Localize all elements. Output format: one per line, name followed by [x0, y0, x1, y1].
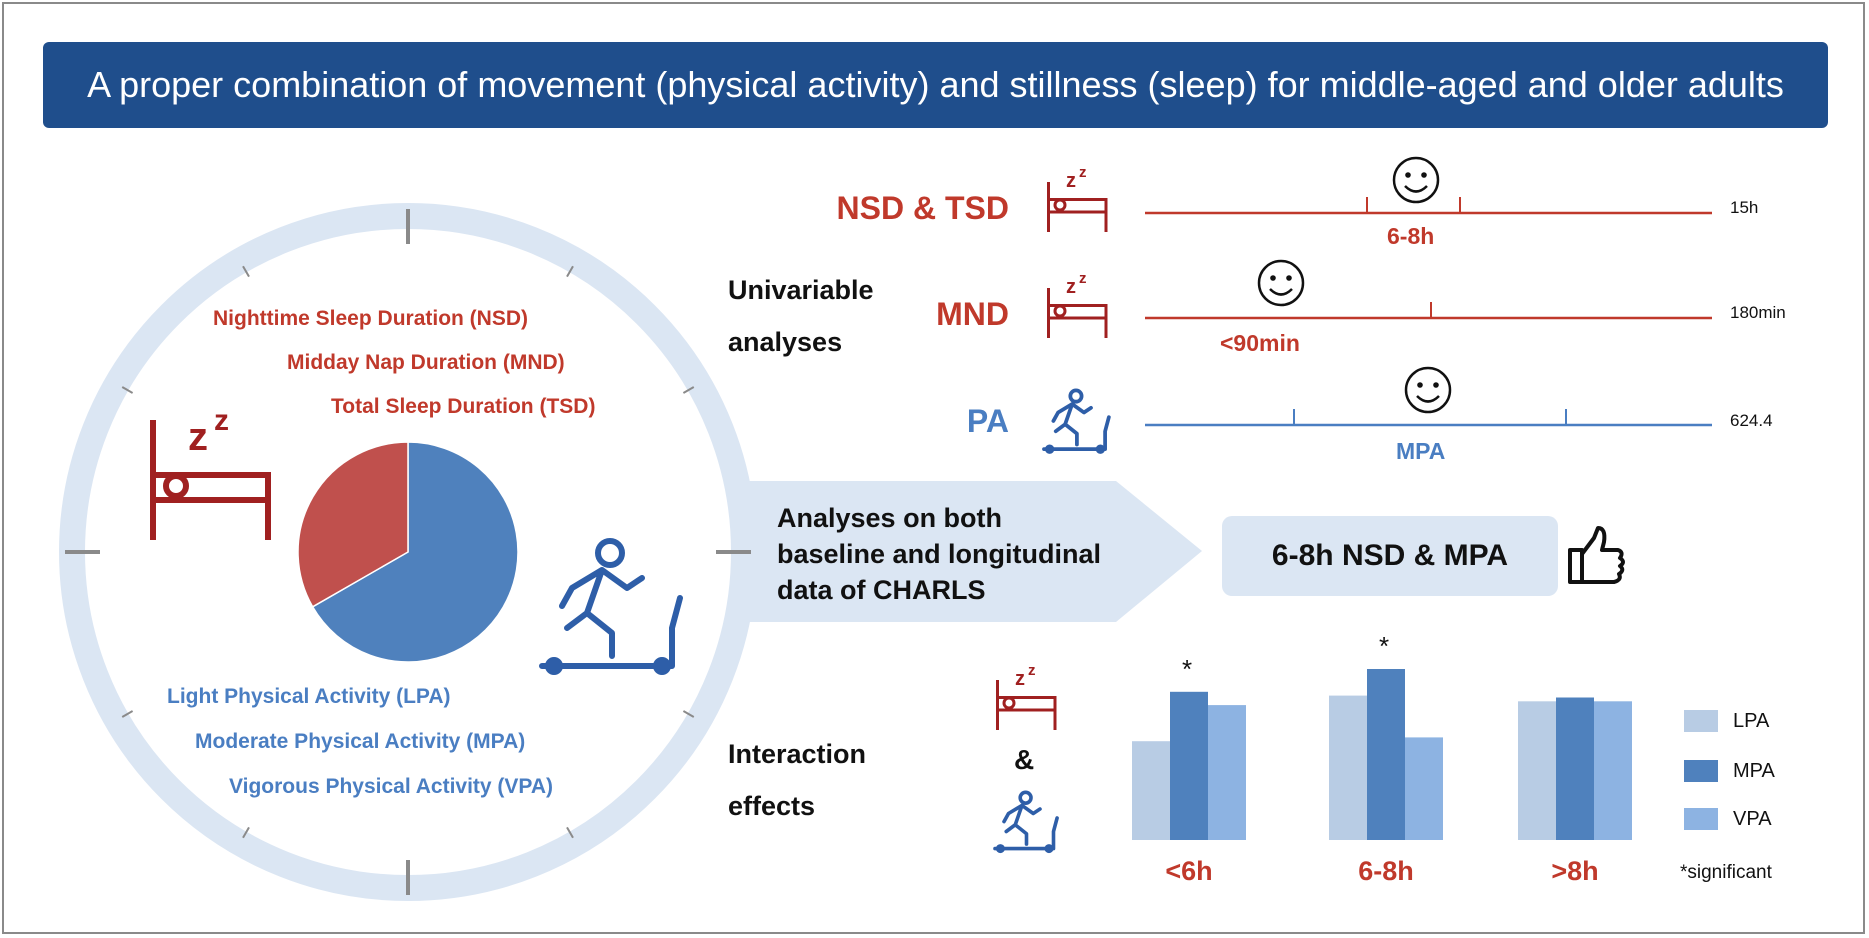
svg-text:z: z: [1066, 276, 1076, 298]
bar-mpa-1: [1367, 669, 1405, 840]
clock-tick: [566, 826, 574, 839]
clock-tick: [242, 265, 250, 278]
row-label-mnd: MND: [936, 296, 1009, 332]
significance-footnote: *significant: [1680, 862, 1772, 883]
thumbs-up-icon: [1568, 526, 1625, 584]
ampersand-symbol: &: [1014, 744, 1035, 775]
scale-max-pa: 624.4: [1730, 411, 1773, 430]
svg-text:z: z: [1079, 270, 1087, 287]
scale-max-nsd-tsd: 15h: [1730, 198, 1759, 217]
arrow-text-line: data of CHARLS: [777, 575, 986, 605]
category-label: <6h: [1165, 856, 1213, 886]
optimal-range-pa: MPA: [1396, 438, 1446, 464]
bar-lpa-2: [1518, 701, 1556, 840]
nsd-tsd-scale: [1145, 197, 1712, 215]
smiley-icon: [1404, 366, 1452, 414]
smiley-icon: [1392, 156, 1440, 204]
clock-label-lpa: Light Physical Activity (LPA): [167, 685, 451, 708]
clock-label-vpa: Vigorous Physical Activity (VPA): [229, 775, 554, 798]
univariable-label: Univariable analyses: [728, 264, 874, 368]
bar-lpa-1: [1329, 695, 1367, 840]
bar-mpa-2: [1556, 697, 1594, 840]
treadmill-runner-icon: [539, 538, 683, 675]
legend-swatch-vpa: [1684, 808, 1718, 830]
category-label: >8h: [1551, 856, 1599, 886]
bed-sleep-icon: z z: [996, 662, 1057, 730]
clock-tick: [121, 710, 134, 718]
bar-mpa-0: [1170, 691, 1208, 840]
clock-tick: [121, 386, 134, 394]
clock-tick: [566, 265, 574, 278]
row-label-pa: PA: [966, 403, 1009, 439]
figure-title: A proper combination of movement (physic…: [87, 64, 1784, 105]
legend-label-lpa: LPA: [1733, 710, 1770, 732]
treadmill-runner-icon: [993, 790, 1059, 854]
pa-scale: [1145, 409, 1712, 427]
legend-label-mpa: MPA: [1733, 760, 1775, 782]
interaction-label: Interaction effects: [728, 728, 866, 832]
category-label: 6-8h: [1358, 856, 1414, 886]
svg-text:z: z: [214, 404, 229, 437]
bed-sleep-icon: z z: [1047, 164, 1108, 232]
univariable-label-line: Univariable: [728, 275, 874, 305]
mnd-scale: [1145, 302, 1712, 320]
bar-vpa-0: [1208, 705, 1246, 840]
legend-swatch-lpa: [1684, 710, 1718, 732]
interaction-label-line: Interaction: [728, 739, 867, 769]
optimal-range-mnd: <90min: [1220, 330, 1300, 356]
significance-star: *: [1182, 653, 1193, 684]
univariable-label-line: analyses: [728, 327, 843, 357]
clock-label-nsd: Nighttime Sleep Duration (NSD): [213, 307, 529, 330]
scale-max-mnd: 180min: [1730, 303, 1786, 322]
title-banner: A proper combination of movement (physic…: [43, 42, 1828, 128]
row-label-nsd-tsd: NSD & TSD: [836, 190, 1009, 226]
bed-sleep-icon: z z: [1047, 270, 1108, 338]
optimal-range-nsd-tsd: 6-8h: [1387, 223, 1435, 249]
pie-slice-sleep: [297, 441, 409, 608]
pie-slice-physical-activity: [311, 441, 519, 663]
clock-tick: [682, 710, 695, 718]
clock-tick: [242, 826, 250, 839]
clock-tick: [682, 386, 695, 394]
sleep-activity-pie: [297, 441, 519, 663]
arrow-text-line: Analyses on both: [777, 503, 1003, 533]
smiley-icon: [1257, 259, 1305, 307]
legend-label-vpa: VPA: [1733, 808, 1772, 830]
interaction-bar-chart: [1132, 669, 1632, 840]
treadmill-runner-icon: [1042, 388, 1111, 454]
svg-text:z: z: [1015, 668, 1025, 690]
clock-label-tsd: Total Sleep Duration (TSD): [331, 395, 596, 418]
bar-lpa-0: [1132, 741, 1170, 840]
interaction-label-line: effects: [728, 791, 816, 821]
result-text: 6-8h NSD & MPA: [1271, 539, 1509, 572]
significance-star: *: [1379, 631, 1390, 661]
svg-text:z: z: [1028, 662, 1036, 679]
result-box: 6-8h NSD & MPA: [1222, 516, 1558, 596]
analysis-arrow: [705, 481, 1202, 622]
bed-sleep-icon: z z: [150, 404, 271, 540]
bar-vpa-1: [1405, 737, 1443, 840]
clock-label-mnd: Midday Nap Duration (MND): [287, 351, 565, 374]
svg-text:z: z: [188, 415, 208, 459]
svg-text:z: z: [1066, 170, 1076, 192]
legend-swatch-mpa: [1684, 760, 1718, 782]
svg-text:z: z: [1079, 164, 1087, 181]
arrow-text-line: baseline and longitudinal: [777, 539, 1102, 569]
clock-ticks: [65, 209, 751, 895]
clock-label-mpa: Moderate Physical Activity (MPA): [195, 730, 526, 753]
analysis-arrow-text: Analyses on both baseline and longitudin…: [777, 500, 1101, 608]
bar-vpa-2: [1594, 701, 1632, 840]
